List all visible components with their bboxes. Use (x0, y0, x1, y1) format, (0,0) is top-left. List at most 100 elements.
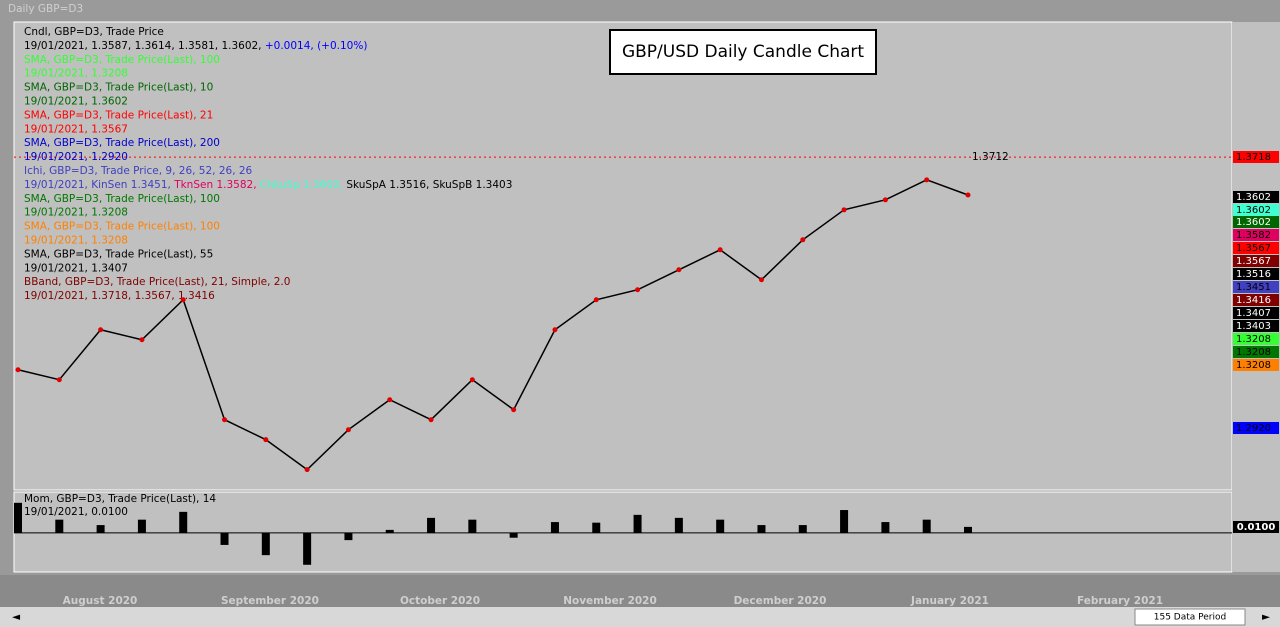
scrollbar[interactable] (0, 607, 1280, 627)
momentum-label-bg (1233, 521, 1279, 533)
legend-line: 19/01/2021, 1.3718, 1.3567, 1.3416 (24, 290, 215, 302)
price-label: 1.3403 (1236, 321, 1271, 332)
month-label: January 2021 (910, 595, 989, 607)
momentum-bar (922, 519, 931, 533)
price-label: 1.3718 (1236, 152, 1271, 163)
price-point (635, 287, 641, 293)
period-box[interactable] (1134, 608, 1246, 626)
momentum-bar (179, 511, 188, 533)
chart-title: GBP/USD Daily Candle Chart (622, 42, 864, 62)
month-label: September 2020 (221, 595, 319, 607)
price-label-bg (1233, 359, 1279, 371)
price-point (965, 192, 971, 198)
legend-line: SMA, GBP=D3, Trade Price(Last), 200 (24, 137, 220, 149)
legend-line: 19/01/2021, 1.2920 (24, 151, 128, 163)
price-point (511, 407, 517, 413)
price-point (552, 327, 558, 333)
price-label: 1.3602 (1236, 192, 1271, 203)
legend-segment: SMA, GBP=D3, Trade Price(Last), 10 (24, 82, 213, 94)
legend-line: 19/01/2021, 1.3587, 1.3614, 1.3581, 1.36… (24, 40, 367, 52)
legend-line: 19/01/2021, 1.3602 (24, 96, 128, 108)
price-point (139, 337, 145, 343)
legend-segment: SMA, GBP=D3, Trade Price(Last), 21 (24, 109, 213, 121)
momentum-bar (385, 529, 394, 533)
momentum-bar (344, 532, 353, 541)
price-label: 1.3208 (1236, 334, 1271, 345)
legend-segment: 19/01/2021, 1.3208 (24, 68, 128, 80)
price-label-bg (1233, 229, 1279, 241)
price-label-bg (1233, 294, 1279, 306)
legend-line: Cndl, GBP=D3, Trade Price (24, 26, 164, 38)
price-point (676, 267, 682, 273)
price-point (758, 277, 764, 283)
price-label: 1.3582 (1236, 230, 1271, 241)
momentum-bar (220, 532, 229, 545)
price-label: 1.2920 (1236, 423, 1271, 434)
legend-segment: SMA, GBP=D3, Trade Price(Last), 100 (24, 193, 220, 205)
legend-segment: SkuSpA 1.3516, SkuSpB 1.3403 (346, 179, 512, 191)
momentum-bar (757, 525, 766, 533)
legend-line: Ichi, GBP=D3, Trade Price, 9, 26, 52, 26… (24, 165, 253, 177)
legend-segment: BBand, GBP=D3, Trade Price(Last), 21, Si… (24, 276, 290, 288)
price-label: 1.3407 (1236, 308, 1271, 319)
price-label-bg (1233, 281, 1279, 293)
momentum-panel (13, 491, 1233, 573)
month-label: August 2020 (63, 595, 138, 607)
price-point (924, 177, 930, 183)
price-point (428, 417, 434, 423)
momentum-bar (137, 519, 146, 533)
price-point (304, 467, 310, 473)
legend-line: SMA, GBP=D3, Trade Price(Last), 55 (24, 248, 213, 260)
price-label-bg (1233, 255, 1279, 267)
legend-segment: 19/01/2021, 1.3602 (24, 96, 128, 108)
legend-segment: 19/01/2021, 1.3208 (24, 207, 128, 219)
legend-segment: 19/01/2021, 1.3567 (24, 123, 128, 135)
legend-segment: SMA, GBP=D3, Trade Price(Last), 100 (24, 221, 220, 233)
momentum-bar (303, 532, 312, 565)
price-label-bg (1233, 216, 1279, 228)
scroll-left[interactable]: ◄ (12, 611, 21, 623)
legend-segment: 19/01/2021, KinSen 1.3451, (24, 179, 174, 191)
momentum-bar (674, 517, 683, 533)
price-point (263, 437, 269, 443)
price-label: 1.3602 (1236, 205, 1271, 216)
legend-segment: 19/01/2021, 1.3587, 1.3614, 1.3581, 1.36… (24, 40, 265, 52)
momentum-bar (96, 525, 105, 533)
momentum-bar (716, 519, 725, 533)
momentum-bar (509, 532, 518, 538)
title-box (609, 29, 877, 75)
price-point (593, 297, 599, 303)
legend-segment: 19/01/2021, 1.2920 (24, 151, 128, 163)
legend-line: SMA, GBP=D3, Trade Price(Last), 100 (24, 54, 220, 66)
price-label-bg (1233, 307, 1279, 319)
price-label-bg (1233, 204, 1279, 216)
price-point (180, 297, 186, 303)
momentum-bar (964, 526, 972, 533)
legend-line: 19/01/2021, 1.3208 (24, 235, 128, 247)
legend-line: SMA, GBP=D3, Trade Price(Last), 100 (24, 221, 220, 233)
legend-line: 19/01/2021, 1.3567 (24, 123, 128, 135)
legend-segment: SMA, GBP=D3, Trade Price(Last), 55 (24, 248, 213, 260)
price-point (841, 207, 847, 213)
legend-line: 19/01/2021, 1.3208 (24, 207, 128, 219)
momentum-bar (592, 522, 601, 533)
scroll-right[interactable]: ► (1262, 611, 1271, 623)
legend-segment: ChkuSp 1.3602, (260, 179, 346, 191)
legend-segment: TknSen 1.3582, (173, 179, 260, 191)
month-label: November 2020 (563, 595, 657, 607)
date-axis (0, 575, 1280, 607)
price-label: 1.3602 (1236, 217, 1271, 228)
price-label: 1.3208 (1236, 360, 1271, 371)
legend-line: SMA, GBP=D3, Trade Price(Last), 10 (24, 82, 213, 94)
reference-label: 1.3712 (972, 151, 1009, 163)
momentum-legend: Mom, GBP=D3, Trade Price(Last), 14 (24, 493, 216, 505)
momentum-bar (55, 519, 64, 533)
price-label: 1.3451 (1236, 282, 1271, 293)
momentum-bar (550, 522, 559, 533)
legend-segment: Ichi, GBP=D3, Trade Price, 9, 26, 52, 26… (24, 165, 253, 177)
price-label-bg (1233, 151, 1279, 163)
price-point (387, 397, 393, 403)
legend-line: 19/01/2021, KinSen 1.3451, TknSen 1.3582… (24, 179, 512, 191)
legend-line: SMA, GBP=D3, Trade Price(Last), 100 (24, 193, 220, 205)
